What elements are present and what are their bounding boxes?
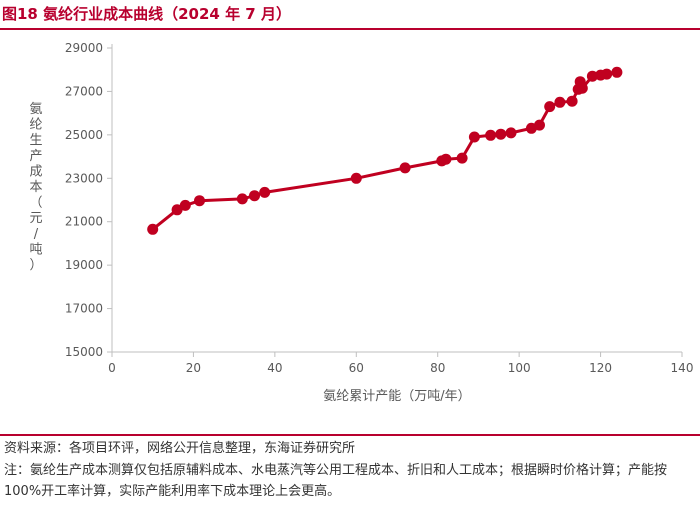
y-tick-label: 17000 [65,302,103,316]
x-tick-label: 20 [186,361,201,375]
data-point [566,95,578,107]
data-point [249,190,260,202]
data-point [534,119,545,131]
y-tick-label: 27000 [65,84,103,98]
chart-title: 图18 氨纶行业成本曲线（2024 年 7 月） [2,5,291,23]
x-tick-label: 80 [430,361,445,375]
x-tick-label: 140 [671,361,694,375]
source-text: 资料来源：各项目环评，网络公开信息整理，东海证券研究所 [4,441,356,456]
data-point [485,129,497,141]
data-point [456,152,468,164]
y-tick-label: 15000 [65,345,103,359]
data-point [586,70,598,82]
title-divider [0,28,700,30]
x-axis: 0 20 40 60 80 100 120 140 [108,351,694,375]
data-point [147,223,159,235]
data-point [399,162,411,174]
data-point [194,195,205,207]
data-point [350,172,362,184]
data-point [468,131,480,143]
data-point [440,153,452,165]
series-markers [147,66,623,235]
data-point [576,82,588,94]
data-point [236,193,248,205]
x-tick-label: 100 [508,361,531,375]
y-tick-label: 25000 [65,128,103,142]
footer-divider [0,434,700,436]
note-text: 注：氨纶生产成本测算仅包括原辅料成本、水电蒸汽等公用工程成本、折旧和人工成本；根… [4,463,668,499]
data-point [554,96,566,108]
y-tick-label: 23000 [65,171,103,185]
data-point [611,66,623,78]
data-point [259,186,271,198]
y-tick-label: 21000 [65,215,103,229]
data-point [495,128,507,140]
x-tick-label: 40 [267,361,282,375]
x-tick-label: 60 [349,361,364,375]
x-tick-label: 0 [108,361,116,375]
y-tick-label: 19000 [65,258,103,272]
data-point [505,127,517,139]
x-tick-label: 120 [589,361,612,375]
y-axis-title: 氨纶生产成本（元/吨） [29,102,42,273]
x-axis-title: 氨纶累计产能（万吨/年） [323,389,470,404]
data-point [171,204,183,216]
data-point [601,68,613,80]
y-tick-label: 29000 [65,41,103,55]
cost-curve-chart: 15000 17000 19000 21000 23000 25000 27000 29000… [29,41,694,404]
y-axis: 15000 17000 19000 21000 23000 25000 27000 29000 [65,41,113,359]
data-point [179,199,191,211]
data-point [544,101,556,113]
series-line [151,70,618,231]
